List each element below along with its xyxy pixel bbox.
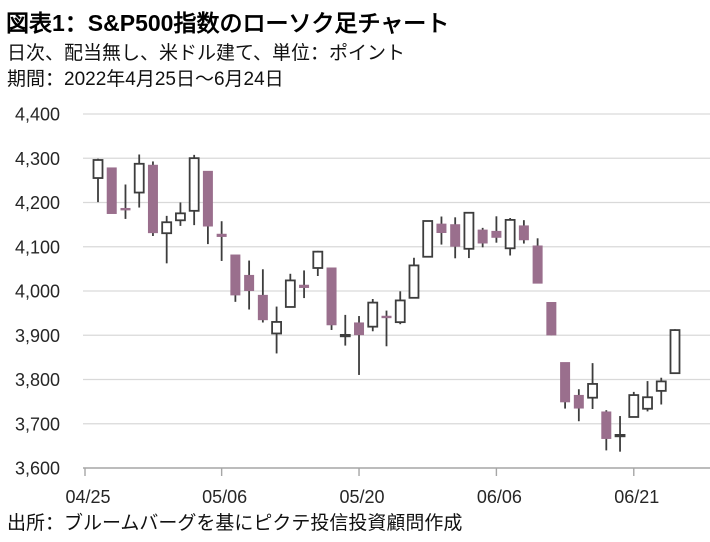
candle-up	[133, 162, 145, 194]
candle-up	[312, 250, 324, 269]
figure-title: 図表1：S&P500指数のローソク足チャート	[6, 10, 450, 36]
candle-up	[284, 279, 296, 308]
x-axis-label: 04/25	[65, 487, 110, 507]
candle-down	[257, 294, 268, 321]
x-axis-label: 06/21	[614, 487, 659, 507]
y-axis-label: 3,600	[15, 459, 60, 479]
y-axis-label: 4,200	[15, 193, 60, 213]
candle-up	[367, 301, 379, 328]
candle-up	[271, 321, 282, 335]
candle-down	[147, 164, 158, 234]
candle-down	[491, 230, 502, 238]
candle-up	[655, 380, 667, 392]
candle-down	[120, 207, 131, 211]
y-axis-label: 3,800	[15, 370, 60, 390]
candle-down	[546, 302, 557, 336]
candle-up	[587, 383, 598, 399]
candle-down	[299, 284, 310, 288]
candle-up	[504, 218, 516, 250]
candle-up	[422, 220, 434, 258]
source-note: 出所：ブルームバーグを基にピクテ投信投資顧問作成	[7, 513, 463, 534]
x-axis-label: 05/20	[339, 487, 384, 507]
candle-up	[161, 221, 173, 235]
candle-down	[230, 254, 241, 296]
candle-down	[244, 274, 255, 292]
candle-up	[628, 394, 640, 418]
candle-up	[175, 212, 186, 222]
y-axis-label: 3,900	[15, 326, 60, 346]
candle-up	[463, 211, 475, 250]
y-axis-label: 4,400	[15, 105, 60, 125]
candle-down	[573, 394, 584, 409]
candle-down	[106, 167, 117, 214]
candle-up	[188, 157, 200, 212]
candle-down	[532, 245, 543, 284]
y-axis-label: 4,100	[15, 237, 60, 257]
candle-up	[669, 329, 681, 375]
candle-down	[202, 170, 213, 227]
figure-period: 期間：2022年4月25日～6月24日	[7, 69, 284, 90]
candle-up	[408, 264, 420, 299]
figure-subtitle: 日次、配当無し、米ドル建て、単位：ポイント	[7, 43, 406, 64]
candle-down	[354, 322, 365, 336]
candle-down	[216, 233, 227, 237]
candle-down	[477, 229, 488, 244]
candle-down	[450, 224, 461, 247]
candle-up	[92, 159, 104, 179]
candle-down	[326, 267, 337, 326]
candle-down	[601, 411, 612, 439]
candle-down	[436, 223, 447, 234]
candle-up	[614, 434, 626, 438]
candle-down	[381, 315, 392, 319]
y-axis-label: 4,000	[15, 282, 60, 302]
x-axis-label: 05/06	[202, 487, 247, 507]
candle-down	[560, 362, 571, 403]
y-axis-label: 4,300	[15, 149, 60, 169]
candle-down	[518, 225, 529, 241]
x-axis-label: 06/06	[477, 487, 522, 507]
candle-up	[642, 396, 653, 410]
candle-up	[339, 333, 351, 338]
candle-up	[394, 299, 406, 324]
y-axis-label: 3,700	[15, 414, 60, 434]
